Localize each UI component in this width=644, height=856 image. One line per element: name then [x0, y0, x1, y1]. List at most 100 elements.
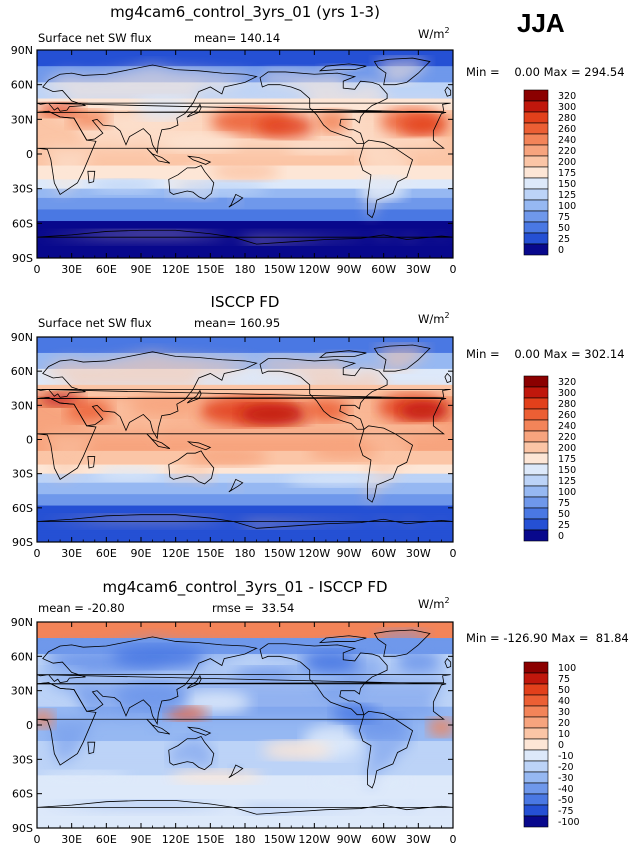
panel-1-colorbar-box: [523, 210, 549, 223]
panel-1-colorbar-label: 50: [558, 223, 570, 234]
panel-2-lat-band: [37, 512, 453, 516]
panel-2-lat-band: [37, 496, 453, 500]
panel-1-lat-band: [37, 223, 453, 227]
panel-1-lat-band: [37, 82, 453, 86]
panel-3-lat-band: [37, 741, 453, 744]
panel-3-x-tick-label: 0: [450, 833, 457, 846]
panel-3-lat-band: [37, 736, 453, 740]
panel-2-lat-band: [37, 507, 453, 511]
panel-1-map: [37, 50, 453, 258]
panel-2-lat-band: [37, 341, 453, 345]
panel-2-lat-band: [37, 466, 453, 470]
panel-2-colorbar-label: 100: [558, 487, 576, 498]
panel-3-lat-band: [37, 811, 453, 815]
panel-2-lat-band: [37, 516, 453, 520]
panel-2-coastline: [358, 425, 414, 503]
panel-2-flux-region: [129, 393, 199, 417]
panel-1-lat-band: [37, 202, 453, 206]
panel-3-colorbar-box: [523, 727, 549, 740]
panel-2-lat-band: [37, 346, 453, 349]
panel-2-coastline: [87, 456, 96, 469]
panel-2-lat-band: [37, 487, 453, 491]
panel-2-colorbar-label: 240: [558, 421, 576, 432]
panel-1-x-tick-label: 90E: [131, 263, 152, 276]
panel-2-lat-band: [37, 471, 453, 475]
panel-2-x-tick-label: 180: [235, 547, 256, 560]
panel-2-land-fill: [87, 456, 95, 468]
panel-2-flux-region: [285, 472, 390, 487]
panel-1-colorbar-box: [523, 111, 549, 124]
panel-1-colorbar-label: 100: [558, 201, 576, 212]
panel-1-colorbar-box: [523, 188, 549, 201]
panel-3-lat-band: [37, 729, 453, 733]
panel-2-lat-band: [37, 491, 453, 495]
panel-1-coastline: [358, 139, 414, 219]
panel-3-coastline: [146, 718, 171, 735]
panel-1-lat-band: [37, 151, 453, 155]
panel-2-lat-band: [37, 485, 453, 488]
panel-2-land-fill: [260, 358, 388, 430]
panel-2-flux-region: [308, 441, 378, 460]
panel-2-lat-band: [37, 441, 453, 445]
panel-1-flux-region: [158, 133, 240, 152]
panel-3-land-fill: [188, 727, 211, 736]
panel-3-flux-region: [169, 769, 263, 784]
panel-2-colorbar-label: 260: [558, 410, 576, 421]
panel-2-lat-band: [37, 350, 453, 354]
panel-1-colorbar-box: [523, 133, 549, 146]
panel-3-coastline: [259, 643, 388, 716]
panel-3-lat-band: [37, 743, 453, 747]
panel-3-colorbar-label: 30: [558, 707, 570, 718]
panel-3-lat-band: [37, 763, 453, 767]
panel-3-lat-band: [37, 800, 453, 804]
panel-1-lat-band: [37, 59, 453, 63]
panel-2-mean: mean= 160.95: [194, 316, 281, 330]
panel-1-coastline: [228, 193, 244, 208]
panel-3-lat-band: [37, 725, 453, 728]
panel-2-lat-band: [37, 505, 453, 509]
panel-1-coastline: [37, 64, 451, 155]
panel-1-colorbar-label: 220: [558, 146, 576, 157]
panel-2-lat-band: [37, 446, 453, 450]
panel-3-coastline: [186, 674, 202, 689]
panel-3-lat-band: [37, 750, 453, 754]
panel-3-title: mg4cam6_control_3yrs_01 - ISCCP FD: [102, 578, 388, 596]
panel-2-units: W/m2: [418, 311, 450, 326]
panel-1-lat-band: [37, 63, 453, 67]
panel-1-lat-band: [37, 61, 453, 65]
panel-2-coastline: [186, 441, 212, 451]
panel-3-lat-band: [37, 635, 453, 639]
panel-1-y-tick-label: 60N: [11, 79, 33, 92]
panel-2-colorbar-box: [523, 452, 549, 465]
panel-2-lat-band: [37, 478, 453, 482]
panel-1-lat-band: [37, 98, 453, 102]
panel-3-lat-band: [37, 752, 453, 756]
panel-3-lat-band: [37, 722, 453, 726]
panel-3-y-tick-label: 90N: [11, 616, 33, 629]
panel-2-lat-band: [37, 373, 453, 377]
panel-2-flux-region: [187, 447, 269, 466]
panel-2-flux-region: [94, 466, 165, 481]
panel-3-x-tick-label: 60E: [96, 833, 117, 846]
panel-1-colorbar-label: 150: [558, 179, 576, 190]
panel-1-land-fill: [320, 63, 367, 71]
panel-1-coastline: [318, 63, 367, 72]
panel-1-colorbar-label: 260: [558, 124, 576, 135]
panel-1-lat-band: [37, 96, 453, 100]
panel-1-coastline: [37, 229, 453, 245]
panel-3-lat-band: [37, 798, 453, 802]
panel-3-flux-region: [314, 776, 407, 788]
panel-1-y-tick-label: 90N: [11, 44, 33, 57]
season-label: JJA: [517, 8, 565, 38]
panel-2-flux-region: [37, 392, 84, 407]
panel-3-colorbar-label: 100: [558, 663, 576, 674]
panel-3-coastline: [87, 741, 96, 755]
panel-2-colorbar-box: [523, 375, 549, 388]
panel-1-coastline: [373, 57, 431, 86]
panel-1-lat-band: [37, 204, 453, 208]
panel-2-x-tick-label: 0: [450, 547, 457, 560]
panel-1-lat-band: [37, 251, 453, 254]
panel-1-lat-band: [37, 241, 453, 245]
panel-2-lat-band: [37, 357, 453, 361]
panel-1-flux-region: [135, 96, 193, 120]
